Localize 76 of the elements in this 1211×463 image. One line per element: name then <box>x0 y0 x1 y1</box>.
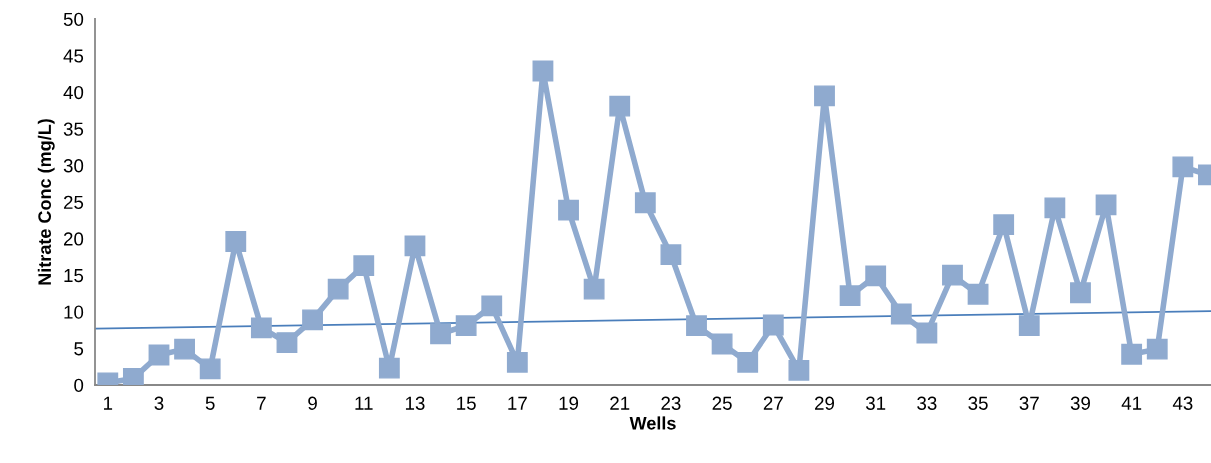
x-tick-label: 37 <box>1019 396 1039 410</box>
point <box>430 323 451 345</box>
point <box>225 231 247 252</box>
point <box>942 264 963 286</box>
point <box>353 255 375 277</box>
point <box>250 317 272 339</box>
y-tick-label: 45 <box>63 49 84 63</box>
x-tick-label: 41 <box>1121 396 1142 410</box>
x-tick-label: 31 <box>865 396 886 410</box>
y-tick-label: 35 <box>63 122 84 136</box>
point <box>890 303 912 325</box>
y-tick-label: 5 <box>74 342 84 356</box>
x-tick-label: 35 <box>968 396 988 410</box>
point <box>1044 197 1066 219</box>
point <box>481 295 503 317</box>
x-tick-label: 27 <box>763 396 783 410</box>
x-tick-label: 7 <box>257 396 266 410</box>
point <box>1146 338 1168 360</box>
point <box>967 283 989 305</box>
point <box>1172 156 1194 178</box>
point <box>276 332 298 353</box>
point <box>558 199 579 221</box>
point <box>174 338 196 360</box>
x-tick-label: 9 <box>308 396 317 410</box>
x-tick-label: 15 <box>457 396 476 410</box>
x-axis-title: Wells <box>629 416 676 430</box>
x-tick-label: 19 <box>559 396 579 410</box>
y-tick-label: 20 <box>63 232 84 246</box>
point <box>916 322 938 344</box>
point <box>737 351 759 373</box>
point <box>814 85 835 107</box>
point <box>1095 194 1117 216</box>
point <box>378 357 400 379</box>
point <box>1018 315 1040 337</box>
x-tick-label: 17 <box>508 396 527 410</box>
y-tick-label: 10 <box>64 305 84 319</box>
x-tick-label: 3 <box>154 396 164 410</box>
point <box>532 60 554 82</box>
y-tick-label: 0 <box>74 378 84 392</box>
point <box>506 351 528 373</box>
point <box>327 278 349 300</box>
x-tick-label: 29 <box>815 396 835 410</box>
y-tick-label: 15 <box>64 269 84 283</box>
point <box>686 315 707 337</box>
point <box>404 235 426 257</box>
point <box>660 244 682 266</box>
point <box>148 344 170 366</box>
point <box>609 95 631 117</box>
y-tick-label: 25 <box>63 195 84 209</box>
x-tick-label: 39 <box>1070 396 1090 410</box>
point <box>199 358 221 380</box>
x-tick-label: 33 <box>917 396 937 410</box>
y-tick-label: 40 <box>63 85 84 100</box>
point <box>993 214 1015 236</box>
point <box>865 265 887 287</box>
point <box>1070 282 1091 304</box>
y-axis-title: Nitrate Conc (mg/L) <box>37 119 55 285</box>
x-tick-label: 11 <box>355 396 373 410</box>
point <box>583 278 605 300</box>
x-tick-label: 5 <box>205 396 215 410</box>
x-tick-label: 21 <box>610 396 630 410</box>
x-tick-label: 23 <box>661 396 681 410</box>
x-tick-label: 1 <box>104 396 113 410</box>
point <box>839 285 861 307</box>
point <box>634 192 656 214</box>
point <box>302 309 323 331</box>
point <box>1121 343 1143 365</box>
point <box>762 314 784 336</box>
point <box>711 333 733 355</box>
y-tick-label: 30 <box>63 159 84 173</box>
x-tick-label: 25 <box>712 396 732 410</box>
x-tick-label: 43 <box>1172 396 1193 410</box>
x-tick-label: 13 <box>405 396 425 410</box>
point <box>455 315 477 337</box>
point <box>788 359 810 381</box>
y-tick-label: 50 <box>63 12 84 26</box>
